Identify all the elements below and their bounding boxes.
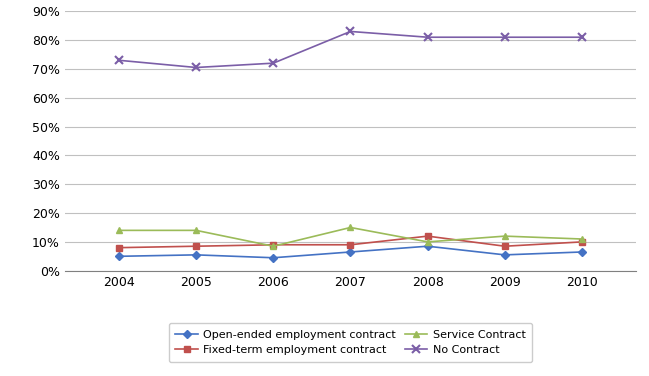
Service Contract bbox=[578, 237, 586, 241]
Service Contract bbox=[269, 244, 277, 249]
Fixed-term employment contract bbox=[192, 244, 200, 249]
Open-ended employment contract bbox=[269, 256, 277, 260]
No Contract bbox=[347, 29, 354, 34]
No Contract bbox=[424, 35, 432, 39]
Fixed-term employment contract bbox=[115, 246, 123, 250]
Service Contract bbox=[192, 228, 200, 233]
No Contract bbox=[578, 35, 586, 39]
No Contract bbox=[501, 35, 509, 39]
Line: No Contract: No Contract bbox=[115, 27, 586, 72]
Legend: Open-ended employment contract, Fixed-term employment contract, Service Contract: Open-ended employment contract, Fixed-te… bbox=[169, 323, 532, 362]
Line: Service Contract: Service Contract bbox=[116, 224, 585, 250]
Fixed-term employment contract bbox=[424, 234, 432, 238]
No Contract bbox=[115, 58, 123, 62]
Service Contract bbox=[115, 228, 123, 233]
Service Contract bbox=[501, 234, 509, 238]
Service Contract bbox=[424, 240, 432, 244]
Open-ended employment contract bbox=[424, 244, 432, 249]
Fixed-term employment contract bbox=[578, 240, 586, 244]
Fixed-term employment contract bbox=[501, 244, 509, 249]
Open-ended employment contract bbox=[501, 253, 509, 257]
Fixed-term employment contract bbox=[269, 243, 277, 247]
Service Contract bbox=[347, 225, 354, 230]
Open-ended employment contract bbox=[347, 250, 354, 254]
No Contract bbox=[269, 61, 277, 65]
Open-ended employment contract bbox=[578, 250, 586, 254]
Line: Open-ended employment contract: Open-ended employment contract bbox=[116, 243, 585, 261]
No Contract bbox=[192, 65, 200, 70]
Open-ended employment contract bbox=[115, 254, 123, 259]
Open-ended employment contract bbox=[192, 253, 200, 257]
Line: Fixed-term employment contract: Fixed-term employment contract bbox=[116, 233, 585, 250]
Fixed-term employment contract bbox=[347, 243, 354, 247]
